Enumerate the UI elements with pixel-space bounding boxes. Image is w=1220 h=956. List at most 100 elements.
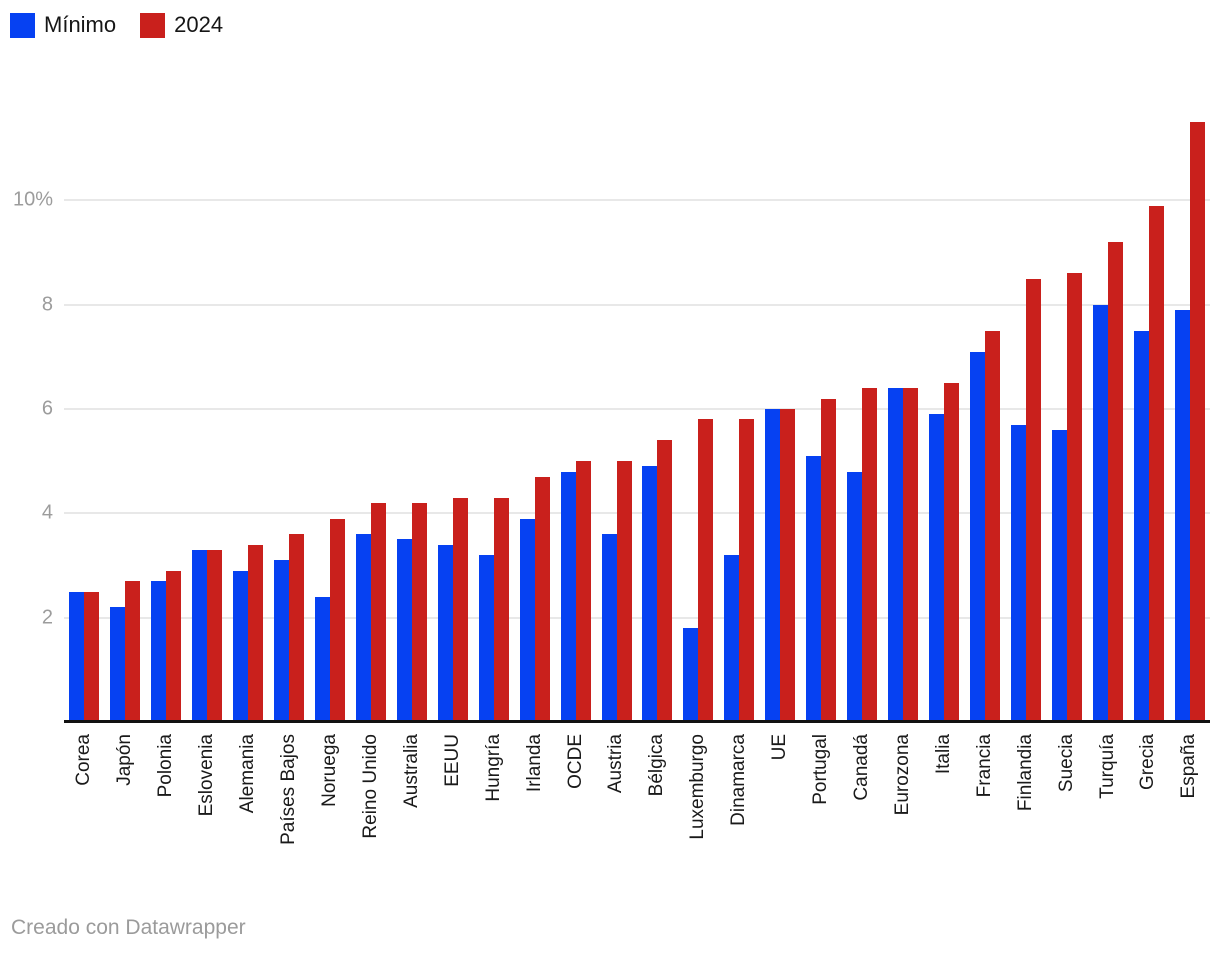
bar-group (228, 96, 269, 722)
x-axis-label: Irlanda (523, 734, 545, 793)
bar-2024 (780, 409, 796, 722)
x-label-cell: Eslovenia (187, 734, 228, 909)
bar-groups (64, 96, 1210, 722)
x-axis-label: Suecia (1055, 734, 1077, 793)
y-tick-label: 8 (41, 293, 53, 316)
bar-2024 (1107, 242, 1123, 722)
x-label-cell: Luxemburgo (678, 734, 719, 909)
x-axis-label: Países Bajos (278, 734, 300, 845)
bar-group (801, 96, 842, 722)
bar-group (637, 96, 678, 722)
x-axis-label: Luxemburgo (687, 734, 709, 840)
x-label-cell: Turquía (1087, 734, 1128, 909)
legend-item-minimo: Mínimo (10, 12, 116, 38)
bar-2024 (411, 502, 427, 722)
bar-group (964, 96, 1005, 722)
bar-group (678, 96, 719, 722)
bar-minimo (1010, 424, 1026, 722)
x-label-cell: Australia (391, 734, 432, 909)
bar-group (760, 96, 801, 722)
x-axis-label: Reino Unido (359, 734, 381, 839)
x-axis-label: Austria (605, 734, 627, 794)
bar-group (883, 96, 924, 722)
x-axis-label: OCDE (564, 734, 586, 789)
y-tick-label: 10% (12, 188, 53, 211)
bar-2024 (903, 388, 919, 722)
gridline (64, 199, 1210, 202)
bar-2024 (452, 497, 468, 722)
gridline (64, 408, 1210, 410)
bar-minimo (888, 388, 904, 722)
bar-minimo (355, 534, 371, 722)
bar-group (1169, 96, 1210, 722)
x-label-cell: Finlandia (1005, 734, 1046, 909)
bar-minimo (969, 351, 985, 722)
bar-minimo (396, 539, 412, 722)
y-tick-label: 4 (41, 501, 53, 524)
legend-item-2024: 2024 (140, 12, 223, 38)
bar-minimo (928, 414, 944, 722)
bar-group (555, 96, 596, 722)
bar-2024 (166, 570, 182, 722)
x-label-cell: Eurozona (882, 734, 923, 909)
x-axis-label: Finlandia (1014, 734, 1036, 812)
x-axis-label: Grecia (1137, 734, 1159, 790)
x-label-cell: Alemania (228, 734, 269, 909)
bar-2024 (1189, 122, 1205, 722)
bar-group (924, 96, 965, 722)
bar-minimo (1174, 309, 1190, 722)
bar-minimo (683, 628, 699, 722)
legend-swatch-minimo-icon (10, 12, 35, 38)
x-axis-label: Noruega (319, 734, 341, 807)
x-label-cell: Dinamarca (719, 734, 760, 909)
bar-minimo (478, 555, 494, 722)
bar-group (842, 96, 883, 722)
bar-minimo (724, 555, 740, 722)
bar-minimo (151, 581, 167, 722)
x-axis-label: Portugal (810, 734, 832, 805)
x-label-cell: Austria (596, 734, 637, 909)
bar-2024 (1066, 273, 1082, 722)
bar-group (64, 96, 105, 722)
gridline (64, 512, 1210, 515)
gridline (64, 303, 1210, 306)
x-label-cell: Italia (923, 734, 964, 909)
x-label-cell: Bélgica (637, 734, 678, 909)
x-label-cell: Noruega (310, 734, 351, 909)
bar-minimo (192, 549, 208, 722)
bar-group (105, 96, 146, 722)
bar-minimo (233, 570, 249, 722)
bar-2024 (657, 440, 673, 722)
x-axis-label: España (1178, 734, 1200, 799)
bar-minimo (601, 534, 617, 722)
x-label-cell: UE (760, 734, 801, 909)
x-label-cell: España (1169, 734, 1210, 909)
x-axis-label: EEUU (441, 734, 463, 787)
bar-group (1087, 96, 1128, 722)
x-label-cell: Irlanda (514, 734, 555, 909)
x-axis-label: Bélgica (646, 734, 668, 797)
x-label-cell: Canadá (842, 734, 883, 909)
bar-minimo (1092, 304, 1108, 722)
bar-2024 (984, 330, 1000, 722)
bar-2024 (289, 534, 305, 722)
bar-minimo (437, 544, 453, 722)
bar-2024 (125, 581, 141, 722)
x-label-cell: Suecia (1046, 734, 1087, 909)
bar-group (719, 96, 760, 722)
bar-group (1128, 96, 1169, 722)
x-axis-label: Turquía (1096, 734, 1118, 799)
bar-group (351, 96, 392, 722)
bar-minimo (315, 596, 331, 722)
bar-2024 (1025, 278, 1041, 722)
x-axis-label: Dinamarca (728, 734, 750, 826)
bar-2024 (248, 544, 264, 722)
x-axis-label: UE (769, 734, 791, 761)
bar-minimo (1133, 330, 1149, 722)
x-label-cell: Grecia (1128, 734, 1169, 909)
y-tick-label: 6 (41, 397, 53, 420)
credit-line: Creado con Datawrapper (11, 916, 246, 939)
bar-minimo (765, 409, 781, 722)
x-label-cell: Corea (64, 734, 105, 909)
